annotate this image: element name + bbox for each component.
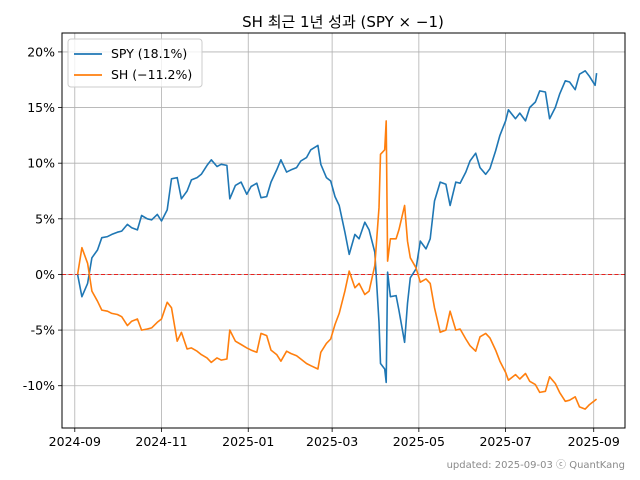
sh-line	[76, 120, 598, 410]
legend-label-sh: SH (−11.2%)	[111, 67, 192, 82]
x-axis-ticks: 2024-09 2024-11 2025-01 2025-03 2025-05 2025-…	[49, 428, 620, 449]
plot-frame	[61, 32, 626, 429]
y-tick-label: 5%	[35, 211, 55, 226]
y-tick-label: 0%	[35, 267, 55, 282]
x-tick-label: 2024-09	[49, 434, 101, 449]
y-axis-ticks: 20% 15% 10% 5% 0% -5% -10%	[23, 44, 62, 393]
spy-line	[76, 70, 598, 384]
y-tick-label: 10%	[27, 156, 55, 171]
x-tick-label: 2025-09	[568, 434, 620, 449]
legend: SPY (18.1%) SH (−11.2%)	[67, 38, 203, 88]
series-lines	[76, 70, 598, 410]
y-tick-label: -10%	[23, 378, 55, 393]
y-tick-label: 20%	[27, 44, 55, 59]
x-tick-label: 2025-03	[306, 434, 358, 449]
grid-lines	[62, 33, 625, 428]
x-tick-label: 2025-01	[222, 434, 274, 449]
x-tick-label: 2025-07	[479, 434, 531, 449]
x-tick-label: 2025-05	[393, 434, 445, 449]
x-tick-label: 2024-11	[135, 434, 187, 449]
y-tick-label: -5%	[31, 323, 55, 338]
footer-note: updated: 2025-09-03 ⓒ QuantKang	[447, 459, 625, 471]
chart-title: SH 최근 1년 성과 (SPY × −1)	[242, 13, 444, 31]
legend-label-spy: SPY (18.1%)	[111, 46, 187, 61]
y-tick-label: 15%	[27, 100, 55, 115]
